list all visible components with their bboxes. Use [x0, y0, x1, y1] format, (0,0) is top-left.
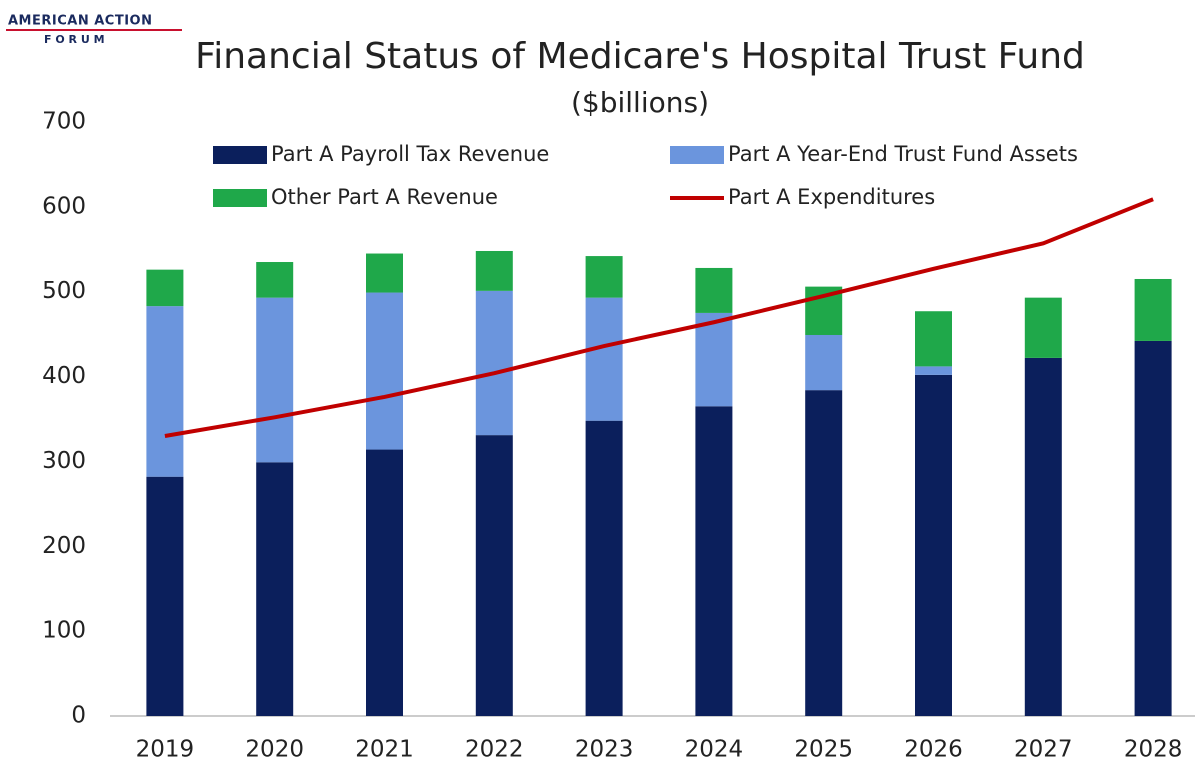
logo-text: F O R U M: [44, 33, 105, 46]
bar-segment: [1024, 297, 1062, 358]
y-tick-label: 600: [42, 193, 86, 219]
bar-segment: [1024, 357, 1062, 716]
y-tick-label: 0: [71, 703, 86, 729]
bar-segment: [915, 311, 952, 367]
x-tick-label: 2027: [1014, 737, 1073, 763]
chart-title: Financial Status of Medicare's Hospital …: [195, 36, 1085, 77]
bar-segment: [1134, 340, 1172, 716]
x-tick-label: 2024: [685, 737, 744, 763]
legend-label: Part A Expenditures: [728, 185, 935, 209]
bar-segment: [915, 366, 952, 375]
chart-subtitle: ($billions): [571, 86, 709, 119]
legend-swatch: [213, 189, 267, 207]
logo-text: AMERICAN ACTION: [8, 14, 152, 29]
bar-segment: [366, 253, 403, 293]
bar-segment: [695, 267, 733, 313]
x-tick-label: 2025: [794, 737, 853, 763]
legend-label: Part A Year-End Trust Fund Assets: [728, 142, 1078, 166]
y-tick-label: 500: [42, 278, 86, 304]
bar-segment: [366, 449, 403, 716]
bar-segment: [256, 462, 294, 716]
x-tick-label: 2019: [136, 737, 195, 763]
bar-segment: [1134, 278, 1172, 341]
x-tick-label: 2023: [575, 737, 634, 763]
legend-swatch: [213, 146, 267, 164]
legend-label: Other Part A Revenue: [271, 185, 498, 209]
y-tick-label: 700: [42, 109, 86, 135]
bar-segment: [146, 306, 184, 477]
bar-segment: [695, 312, 733, 407]
bar-segment: [475, 290, 513, 436]
bar-segment: [146, 476, 184, 716]
x-tick-label: 2026: [904, 737, 963, 763]
y-tick-label: 300: [42, 448, 86, 474]
bar-segment: [475, 250, 513, 291]
bar-segment: [146, 269, 184, 307]
y-tick-label: 100: [42, 618, 86, 644]
bar-segment: [695, 406, 733, 716]
x-tick-label: 2020: [245, 737, 304, 763]
bar-segment: [585, 256, 623, 298]
bar-segment: [475, 435, 513, 716]
x-tick-label: 2021: [355, 737, 414, 763]
line-series: [164, 197, 1154, 438]
bar-segment: [805, 334, 843, 391]
legend-label: Part A Payroll Tax Revenue: [271, 142, 549, 166]
bar-segment: [366, 292, 403, 450]
bar-segment: [585, 297, 623, 421]
bar-segment: [585, 420, 623, 716]
bar-segment: [256, 297, 294, 463]
bar-segment: [915, 374, 952, 716]
bar-segment: [256, 262, 294, 298]
x-tick-label: 2028: [1124, 737, 1183, 763]
legend-swatch: [670, 146, 724, 164]
y-tick-label: 400: [42, 363, 86, 389]
y-tick-label: 200: [42, 533, 86, 559]
x-tick-label: 2022: [465, 737, 524, 763]
bar-segment: [805, 390, 843, 716]
